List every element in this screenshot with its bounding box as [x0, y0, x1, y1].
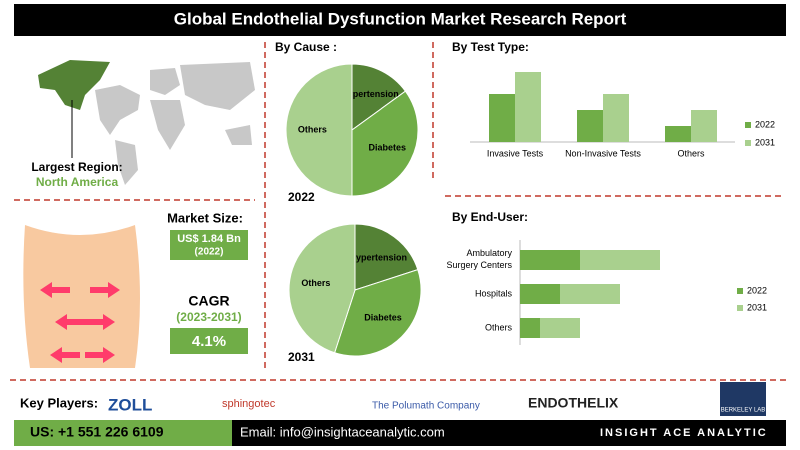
phone-bar: [14, 420, 232, 446]
slice-label: Hypertension: [341, 89, 399, 99]
bar-segment: [540, 318, 580, 338]
player-logo: The Polumath Company: [372, 401, 480, 412]
cagr-label: CAGR: [188, 293, 229, 309]
region-value: North America: [36, 175, 119, 189]
bar: [665, 126, 691, 142]
brand: INSIGHT ACE ANALYTIC: [600, 427, 768, 439]
bar-segment: [520, 318, 540, 338]
slice-label: Others: [301, 278, 330, 288]
player-logo: sphingotec: [222, 398, 276, 410]
legend-swatch: [745, 122, 751, 128]
arrows: [40, 282, 120, 363]
dividers: [10, 42, 790, 381]
pie-slice: [285, 63, 353, 197]
world-map: [95, 62, 255, 185]
players-label: Key Players:: [20, 395, 98, 410]
market-box: [170, 230, 248, 260]
email-bar: [232, 420, 786, 446]
bar: [577, 110, 603, 142]
legend-label: 2031: [755, 137, 775, 147]
pie-slice: [333, 268, 422, 357]
y-tick-label: Hospitals: [475, 288, 513, 298]
cagr-box: [170, 328, 248, 354]
legend-swatch: [737, 305, 743, 311]
title-bar: [14, 4, 786, 36]
slice-label: Diabetes: [364, 312, 402, 322]
legend-swatch: [737, 288, 743, 294]
title: Global Endothelial Dysfunction Market Re…: [174, 9, 627, 28]
market-year: (2022): [195, 247, 224, 258]
pie-slice: [354, 223, 419, 291]
pie-slice: [288, 223, 356, 354]
north-america: [38, 60, 110, 110]
bar-segment: [520, 250, 580, 270]
slice-label: Diabetes: [369, 142, 407, 152]
bar-segment: [580, 250, 660, 270]
region-label: Largest Region:: [31, 160, 122, 174]
legend-label: 2022: [755, 119, 775, 129]
bar: [515, 72, 541, 142]
phone: US: +1 551 226 6109: [30, 424, 164, 440]
x-tick-label: Non-Invasive Tests: [565, 148, 641, 158]
section-title: By Test Type:: [452, 40, 529, 54]
player-logo: BERKELEY LAB: [721, 408, 766, 414]
x-tick-label: Invasive Tests: [487, 148, 544, 158]
market-value: US$ 1.84 Bn: [177, 233, 241, 245]
cagr-value: 4.1%: [192, 333, 226, 350]
bar-segment: [560, 284, 620, 304]
legend-label: 2022: [747, 285, 767, 295]
email: Email: info@insightaceanalytic.com: [240, 424, 445, 439]
y-tick-label: Ambulatory Surgery Centers: [446, 248, 512, 270]
y-tick-label: Others: [485, 322, 513, 332]
x-tick-label: Others: [677, 148, 705, 158]
market-label: Market Size:: [167, 210, 243, 225]
body-figure: [23, 225, 140, 368]
berkeley-logo: [720, 382, 766, 416]
pie-slice: [351, 63, 407, 131]
player-logo: ZOLL: [108, 395, 152, 414]
pie-year: 2031: [288, 350, 315, 364]
pie-slice: [351, 90, 419, 197]
player-logo: ENDOTHELIX: [528, 395, 619, 411]
legend-label: 2031: [747, 302, 767, 312]
slice-label: Others: [298, 124, 327, 134]
bar: [489, 94, 515, 142]
slice-label: Hypertension: [350, 252, 408, 262]
bar: [691, 110, 717, 142]
cagr-period: (2023-2031): [176, 310, 241, 324]
pie-year: 2022: [288, 190, 315, 204]
bar-segment: [520, 284, 560, 304]
section-title: By Cause :: [275, 40, 337, 54]
section-title: By End-User:: [452, 210, 528, 224]
bar: [603, 94, 629, 142]
legend-swatch: [745, 140, 751, 146]
